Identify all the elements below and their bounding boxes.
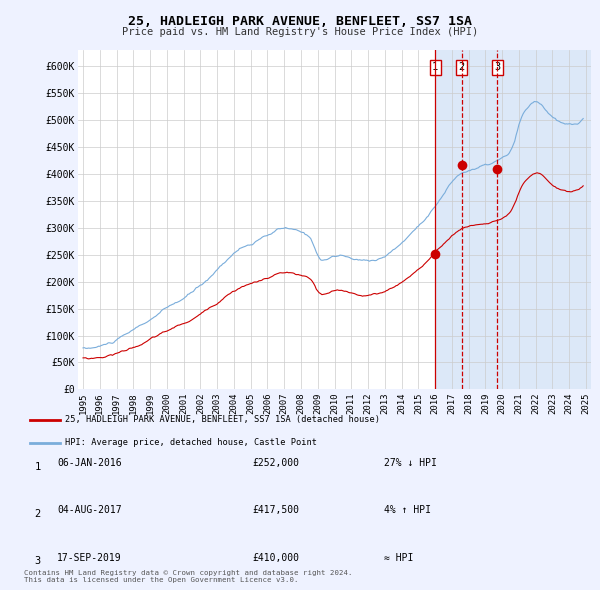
- Text: 2: 2: [458, 63, 465, 73]
- Text: Contains HM Land Registry data © Crown copyright and database right 2024.
This d: Contains HM Land Registry data © Crown c…: [24, 570, 353, 583]
- Text: HPI: Average price, detached house, Castle Point: HPI: Average price, detached house, Cast…: [65, 438, 317, 447]
- Text: 2: 2: [34, 509, 41, 519]
- Text: 3: 3: [34, 556, 41, 566]
- Text: 4% ↑ HPI: 4% ↑ HPI: [384, 506, 431, 515]
- Text: £417,500: £417,500: [252, 506, 299, 515]
- Text: 25, HADLEIGH PARK AVENUE, BENFLEET, SS7 1SA (detached house): 25, HADLEIGH PARK AVENUE, BENFLEET, SS7 …: [65, 415, 380, 424]
- Text: 06-JAN-2016: 06-JAN-2016: [57, 458, 122, 468]
- Bar: [435, 50, 591, 389]
- Text: 25, HADLEIGH PARK AVENUE, BENFLEET, SS7 1SA: 25, HADLEIGH PARK AVENUE, BENFLEET, SS7 …: [128, 15, 472, 28]
- Text: 1: 1: [34, 462, 41, 472]
- Text: Price paid vs. HM Land Registry's House Price Index (HPI): Price paid vs. HM Land Registry's House …: [122, 27, 478, 37]
- Text: 17-SEP-2019: 17-SEP-2019: [57, 553, 122, 562]
- Text: £252,000: £252,000: [252, 458, 299, 468]
- Text: 04-AUG-2017: 04-AUG-2017: [57, 506, 122, 515]
- Text: £410,000: £410,000: [252, 553, 299, 562]
- Text: ≈ HPI: ≈ HPI: [384, 553, 413, 562]
- Text: 27% ↓ HPI: 27% ↓ HPI: [384, 458, 437, 468]
- Text: 3: 3: [494, 63, 500, 73]
- Text: 1: 1: [432, 63, 439, 73]
